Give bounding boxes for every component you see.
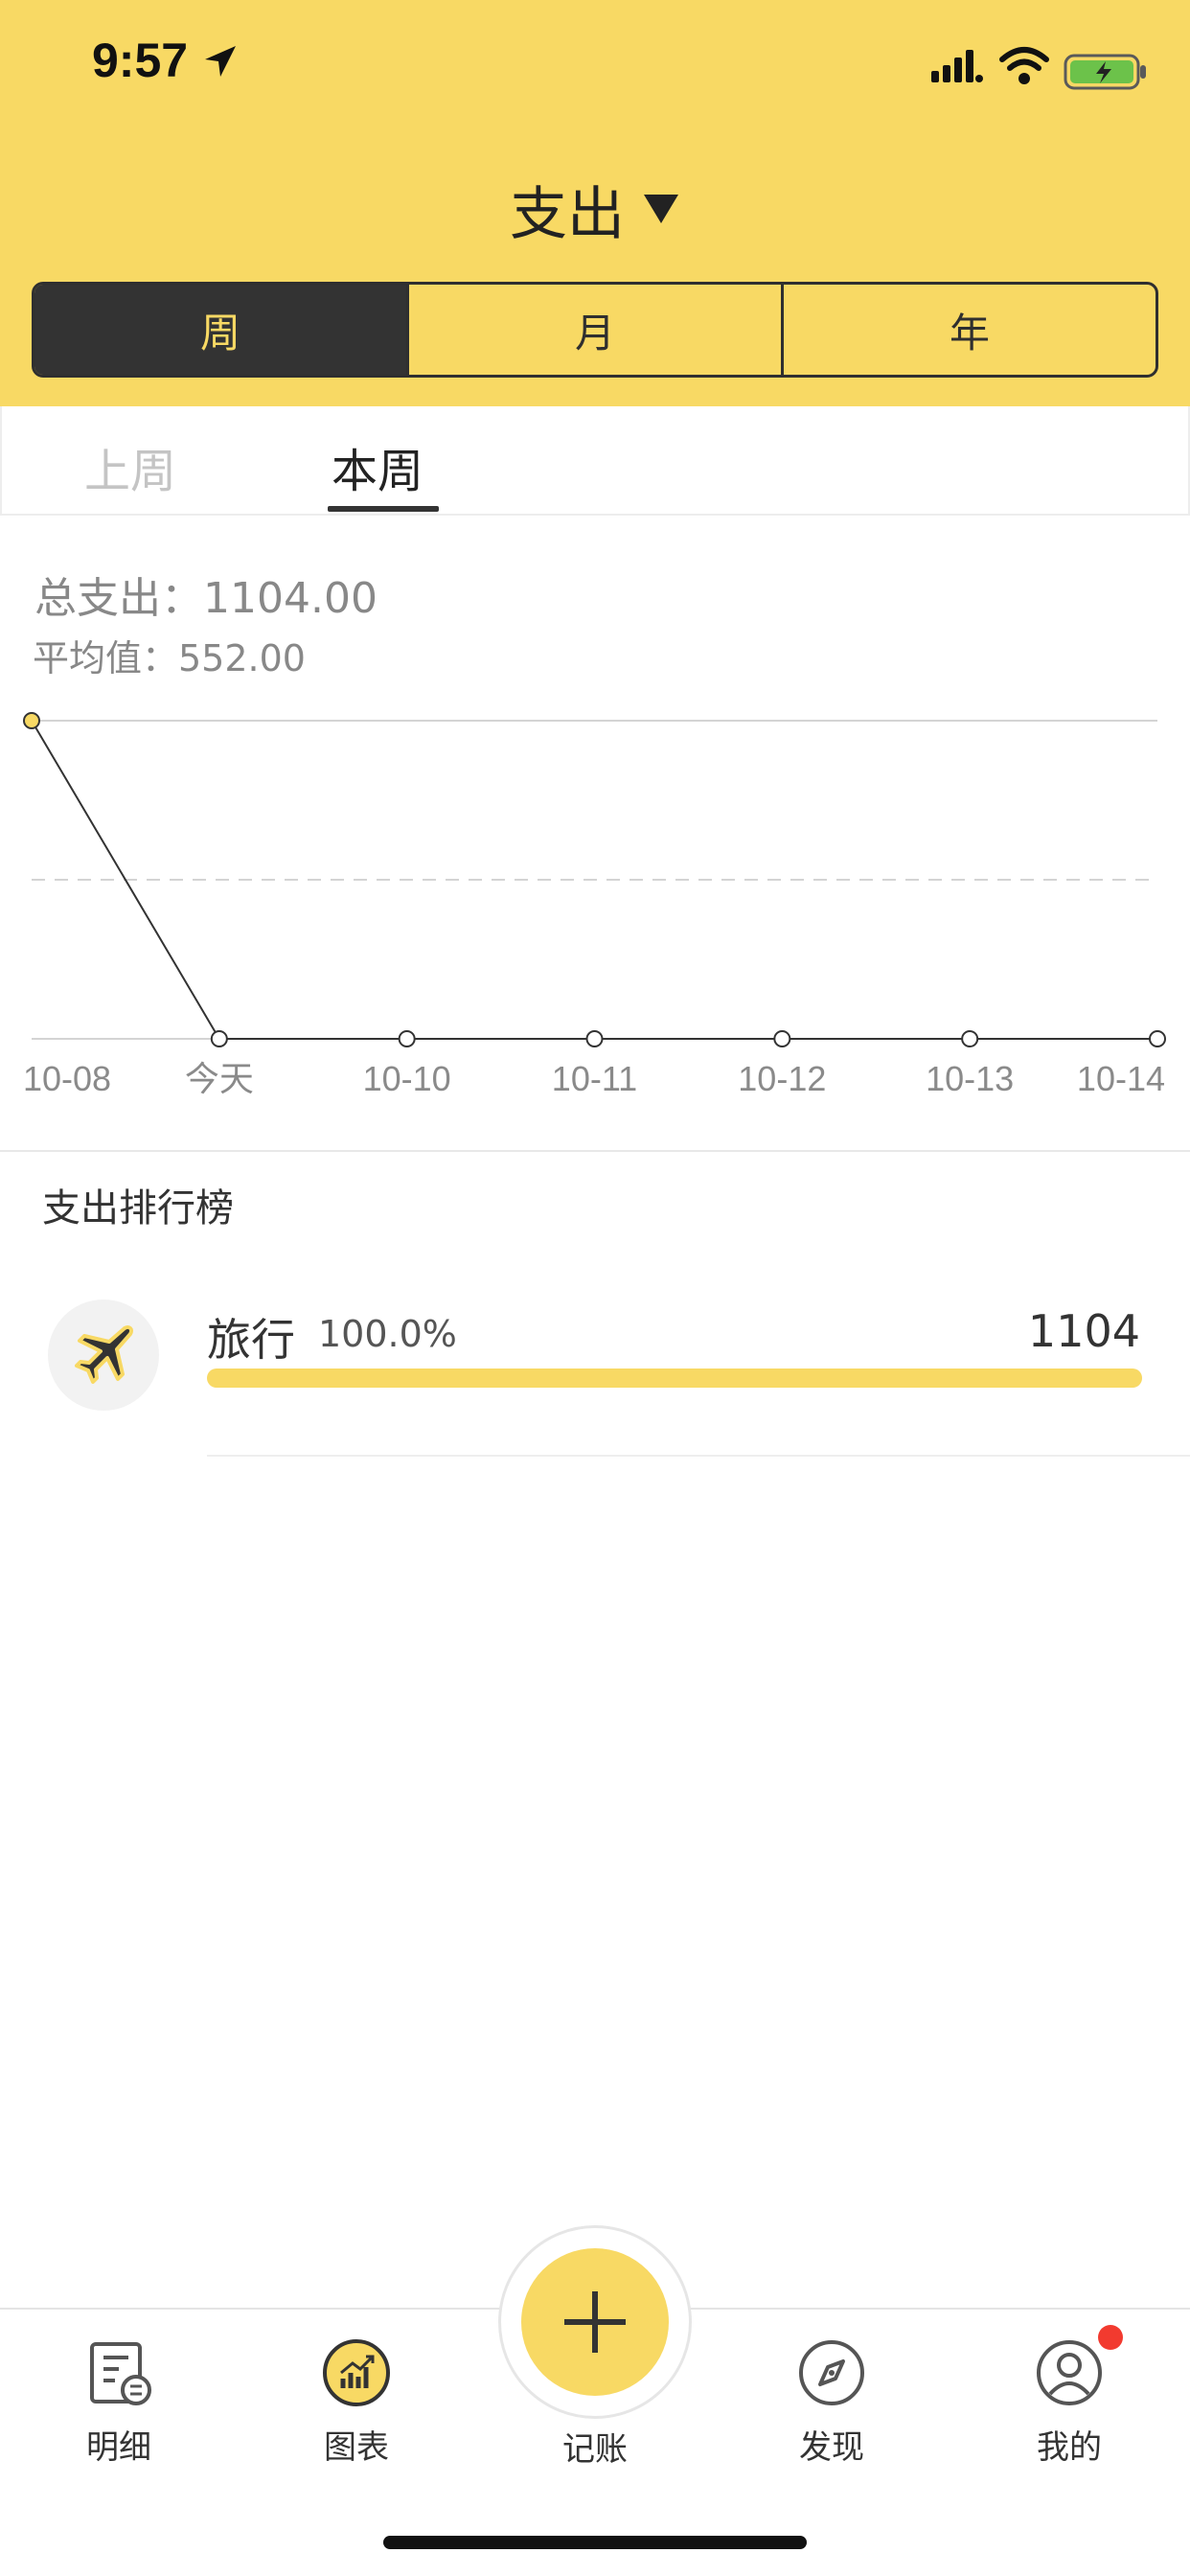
- tab-chart[interactable]: 图表: [280, 2336, 433, 2480]
- tab-detail[interactable]: 明细: [42, 2336, 195, 2480]
- data-point: [210, 1030, 228, 1047]
- category-icon-circle: [48, 1300, 159, 1411]
- x-tick-label: 今天: [185, 1059, 254, 1098]
- tab-this-week[interactable]: 本周: [332, 445, 424, 498]
- expense-line-chart: 10-08 今天 10-10 10-11 10-12 10-13 10-14: [23, 712, 1166, 1098]
- airplane-icon: [75, 1324, 134, 1384]
- segment-year[interactable]: 年: [781, 285, 1156, 375]
- category-percent: 100.0%: [318, 1313, 457, 1355]
- x-tick-label: 10-12: [738, 1059, 826, 1098]
- total-expense: 总支出：1104.00: [34, 574, 378, 623]
- category-progress-fill: [207, 1368, 1142, 1388]
- ledger-icon: [90, 2342, 151, 2405]
- x-tick-label: 10-13: [926, 1059, 1014, 1098]
- page-title: 支出: [510, 180, 625, 248]
- list-separator: [207, 1455, 1190, 1457]
- category-progress-bar: [207, 1368, 1142, 1388]
- data-point: [585, 1030, 604, 1047]
- header: 9:57 支出 周 月 年: [0, 0, 1190, 406]
- tab-mine-label: 我的: [1037, 2428, 1102, 2467]
- week-tabs: 上周 本周: [0, 406, 1190, 516]
- x-tick-label: 10-14: [1077, 1059, 1165, 1098]
- data-point: [773, 1030, 791, 1047]
- x-tick-label: 10-11: [552, 1059, 637, 1098]
- type-selector[interactable]: 支出: [0, 171, 1190, 248]
- active-tab-indicator: [328, 506, 439, 512]
- section-divider: [0, 1150, 1190, 1152]
- category-name: 旅行: [207, 1314, 295, 1366]
- plus-icon: [564, 2291, 626, 2353]
- location-arrow-icon: [205, 46, 236, 77]
- chart-icon: [323, 2339, 390, 2406]
- caret-down-icon: [644, 195, 678, 223]
- data-point: [23, 712, 40, 729]
- compass-icon: [799, 2340, 864, 2405]
- tab-mine[interactable]: 我的: [993, 2336, 1146, 2480]
- category-amount: 1104: [1027, 1305, 1140, 1357]
- data-point: [961, 1030, 979, 1047]
- notification-badge: [1098, 2325, 1123, 2350]
- tab-last-week[interactable]: 上周: [84, 445, 177, 498]
- signal-icon: [931, 50, 983, 82]
- ranking-title: 支出排行榜: [42, 1186, 234, 1230]
- tab-discover-label: 发现: [799, 2428, 864, 2467]
- segment-month[interactable]: 月: [406, 285, 781, 375]
- tab-discover[interactable]: 发现: [755, 2336, 908, 2480]
- status-time: 9:57: [92, 34, 189, 87]
- add-record-button[interactable]: [521, 2248, 669, 2396]
- data-point: [398, 1030, 416, 1047]
- home-indicator: [383, 2536, 807, 2549]
- x-tick-label: 10-08: [23, 1059, 111, 1098]
- data-point: [1149, 1030, 1166, 1047]
- wifi-icon: [999, 47, 1049, 84]
- add-record-label: 记账: [562, 2430, 628, 2469]
- x-tick-label: 10-10: [363, 1059, 451, 1098]
- segment-week[interactable]: 周: [34, 285, 406, 375]
- tab-chart-label: 图表: [324, 2428, 389, 2467]
- battery-icon: [1064, 54, 1146, 90]
- period-segmented-control: 周 月 年: [32, 282, 1158, 378]
- user-icon: [1037, 2340, 1102, 2405]
- average-value: 平均值：552.00: [33, 637, 306, 679]
- tab-detail-label: 明细: [86, 2428, 151, 2467]
